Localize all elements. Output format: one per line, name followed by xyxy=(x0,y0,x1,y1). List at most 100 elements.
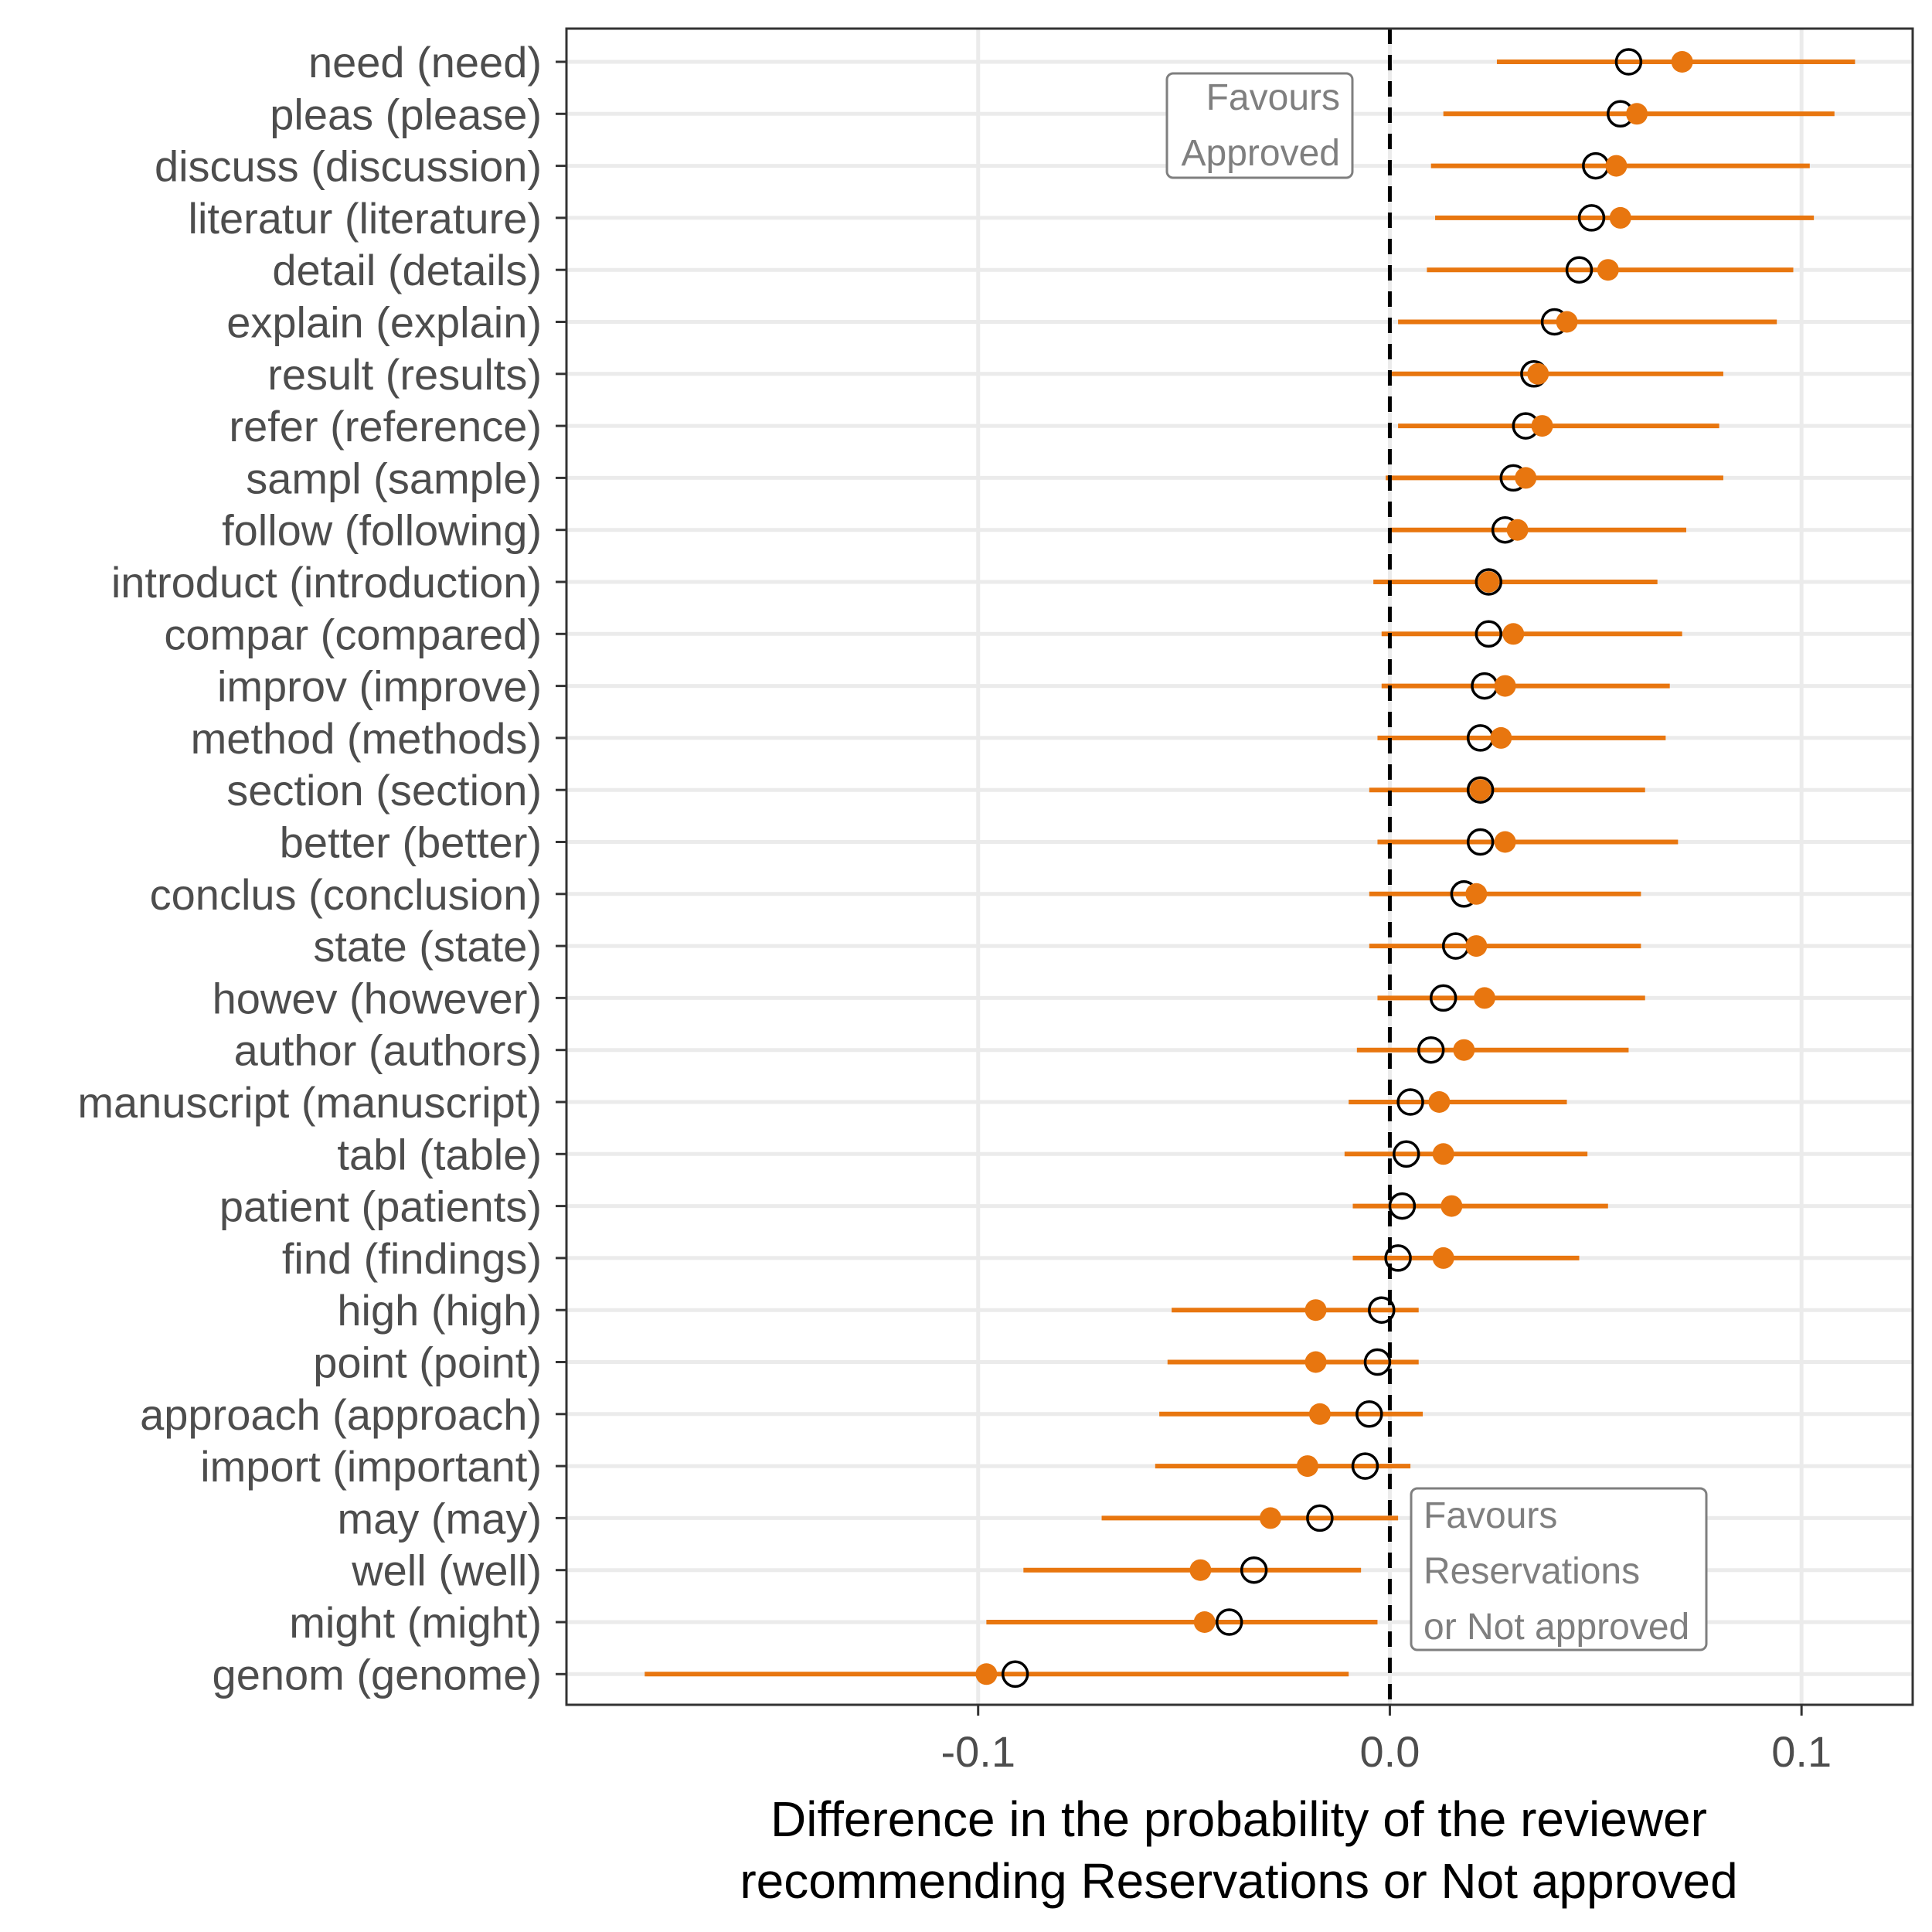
y-tick-label: conclus (conclusion) xyxy=(150,870,542,919)
annotation-text: Favours xyxy=(1206,77,1340,118)
x-tick-label: 0.0 xyxy=(1360,1727,1420,1776)
point-filled xyxy=(1490,726,1512,749)
annotation-favours-reservations: Favours Reservations or Not approved xyxy=(1410,1487,1708,1651)
y-tick-label: follow (following) xyxy=(222,506,542,555)
point-filled xyxy=(1556,311,1578,333)
y-tick-label: import (important) xyxy=(200,1442,542,1491)
point-open xyxy=(1614,48,1643,76)
point-open xyxy=(1396,1088,1424,1116)
annotation-favours-approved: Favours Approved xyxy=(1165,72,1354,179)
annotation-text: Favours xyxy=(1423,1495,1557,1536)
y-tick-label: approach (approach) xyxy=(140,1390,542,1439)
x-axis: -0.1 0.0 0.1 xyxy=(940,1705,1832,1776)
y-tick-label: high (high) xyxy=(337,1286,542,1335)
point-open xyxy=(1466,776,1495,804)
y-tick-label: literatur (literature) xyxy=(189,194,542,243)
y-tick-label: refer (reference) xyxy=(229,402,542,451)
point-filled xyxy=(1304,1299,1327,1321)
point-open xyxy=(1368,1296,1396,1324)
y-tick-label: need (need) xyxy=(308,38,542,87)
annotation-text: Approved xyxy=(1182,133,1340,174)
point-filled xyxy=(1531,415,1553,437)
point-open xyxy=(1429,984,1458,1012)
point-filled xyxy=(1465,883,1488,905)
point-open xyxy=(1475,620,1503,648)
x-tick-label: -0.1 xyxy=(940,1727,1015,1776)
point-open xyxy=(1240,1556,1268,1584)
y-tick-label: pleas (please) xyxy=(270,90,542,138)
point-filled xyxy=(1478,571,1500,593)
point-filled xyxy=(1469,779,1492,801)
point-filled xyxy=(1304,1351,1327,1373)
point-filled xyxy=(1527,362,1549,385)
point-open xyxy=(1388,1192,1417,1220)
point-filled xyxy=(1609,206,1631,229)
x-tick-label: 0.1 xyxy=(1771,1727,1832,1776)
y-tick-label: manuscript (manuscript) xyxy=(77,1078,542,1127)
y-tick-label: find (findings) xyxy=(282,1234,542,1283)
point-open xyxy=(1306,1504,1334,1532)
confidence-intervals xyxy=(645,60,1855,1677)
gridlines xyxy=(566,29,1913,1705)
y-tick-label: genom (genome) xyxy=(213,1650,542,1699)
y-axis: need (need)pleas (please)discuss (discus… xyxy=(77,38,566,1699)
point-open xyxy=(1577,204,1606,232)
y-tick-label: might (might) xyxy=(289,1598,542,1647)
point-filled xyxy=(1308,1403,1331,1425)
point-open xyxy=(1363,1348,1392,1376)
y-tick-label: detail (details) xyxy=(272,246,542,294)
y-tick-label: improv (improve) xyxy=(217,662,542,711)
point-filled xyxy=(1440,1195,1463,1217)
point-open xyxy=(1384,1244,1412,1272)
point-filled xyxy=(975,1663,998,1685)
point-filled xyxy=(1432,1247,1454,1269)
panel-border xyxy=(565,27,1914,1706)
annotation-box xyxy=(1165,72,1354,179)
y-tick-label: better (better) xyxy=(280,818,542,867)
point-filled xyxy=(1296,1455,1318,1478)
point-filled xyxy=(1193,1611,1216,1633)
point-open xyxy=(1475,568,1503,596)
y-tick-label: discuss (discussion) xyxy=(155,142,542,191)
point-filled xyxy=(1189,1559,1212,1581)
annotation-text: Reservations xyxy=(1423,1551,1640,1592)
y-tick-label: well (well) xyxy=(351,1546,542,1595)
y-tick-label: author (authors) xyxy=(234,1026,542,1075)
point-open xyxy=(1001,1660,1029,1689)
y-tick-label: sampl (sample) xyxy=(246,454,542,502)
point-open xyxy=(1355,1400,1383,1428)
annotation-box xyxy=(1410,1487,1708,1651)
point-filled xyxy=(1432,1143,1454,1165)
y-tick-label: state (state) xyxy=(313,922,542,971)
point-open xyxy=(1417,1036,1445,1064)
y-tick-label: patient (patients) xyxy=(219,1182,542,1231)
point-filled xyxy=(1453,1039,1475,1061)
point-open xyxy=(1215,1608,1243,1636)
y-tick-label: method (methods) xyxy=(191,714,542,763)
point-filled xyxy=(1494,831,1516,853)
point-open xyxy=(1565,256,1594,284)
point-filled xyxy=(1605,155,1628,177)
x-axis-title-line-1: Difference in the probability of the rev… xyxy=(770,1791,1707,1847)
y-tick-label: result (results) xyxy=(267,350,542,399)
y-tick-label: compar (compared) xyxy=(164,610,542,658)
y-tick-label: section (section) xyxy=(226,766,542,815)
point-filled xyxy=(1259,1507,1281,1529)
point-filled xyxy=(1626,103,1648,125)
point-filled xyxy=(1506,519,1529,541)
point-filled xyxy=(1465,935,1488,957)
y-tick-label: howev (however) xyxy=(213,974,542,1022)
x-axis-title-line-2: recommending Reservations or Not approve… xyxy=(740,1853,1737,1909)
y-tick-label: explain (explain) xyxy=(226,298,542,347)
point-filled xyxy=(1597,259,1619,281)
y-tick-label: may (may) xyxy=(338,1494,542,1543)
point-filled xyxy=(1671,51,1693,73)
point-open xyxy=(1466,828,1495,856)
point-filled xyxy=(1502,623,1525,645)
y-tick-label: tabl (table) xyxy=(337,1130,542,1179)
annotation-text: or Not approved xyxy=(1423,1607,1689,1648)
y-tick-label: introduct (introduction) xyxy=(111,558,542,607)
point-filled xyxy=(1494,675,1516,697)
point-filled xyxy=(1473,987,1495,1009)
